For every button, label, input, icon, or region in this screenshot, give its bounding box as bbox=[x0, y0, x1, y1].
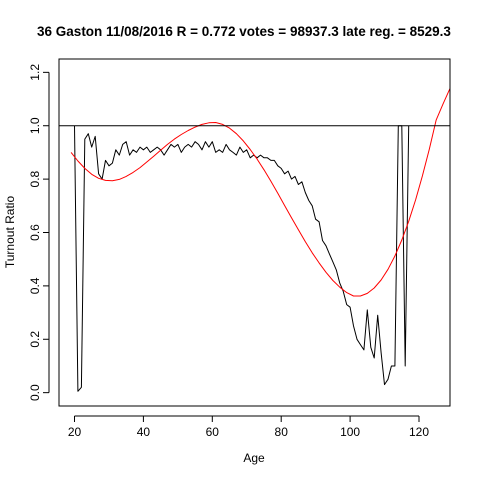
y-tick-label: 1.0 bbox=[28, 117, 42, 134]
x-tick-label: 60 bbox=[206, 425, 220, 439]
y-axis-label: Turnout Ratio bbox=[3, 196, 17, 269]
fitted-curve-line bbox=[70, 88, 450, 297]
plot-frame bbox=[58, 58, 451, 407]
turnout-ratio-line bbox=[74, 125, 410, 392]
y-tick-label: 0.8 bbox=[28, 170, 42, 187]
x-tick-label: 80 bbox=[275, 425, 289, 439]
x-tick-label: 20 bbox=[68, 425, 82, 439]
x-tick-label: 100 bbox=[340, 425, 360, 439]
y-tick-label: 1.2 bbox=[28, 64, 42, 81]
y-tick-label: 0.4 bbox=[28, 277, 42, 294]
x-axis: 20 40 60 80 100 120 bbox=[68, 415, 429, 439]
series-layer bbox=[70, 88, 450, 392]
x-tick-label: 120 bbox=[409, 425, 429, 439]
y-axis: 0.0 0.2 0.4 0.6 0.8 1.0 1.2 bbox=[28, 64, 50, 401]
y-tick-label: 0.0 bbox=[28, 384, 42, 401]
x-axis-label: Age bbox=[243, 451, 265, 465]
chart-title: 36 Gaston 11/08/2016 R = 0.772 votes = 9… bbox=[37, 24, 451, 39]
x-tick-label: 40 bbox=[137, 425, 151, 439]
y-tick-label: 0.2 bbox=[28, 331, 42, 348]
y-tick-label: 0.6 bbox=[28, 224, 42, 241]
